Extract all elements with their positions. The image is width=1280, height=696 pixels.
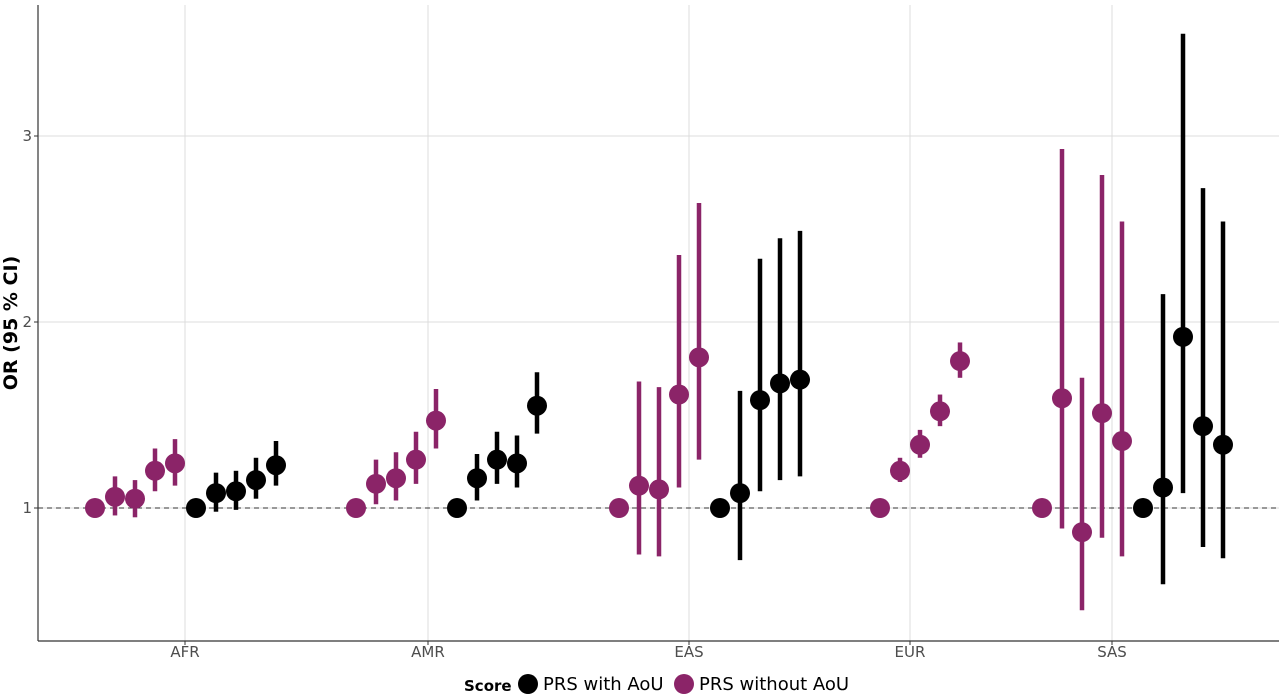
point-prs-with-aou: [1153, 477, 1173, 498]
point-prs-without-aou: [870, 498, 890, 518]
point-prs-with-aou: [527, 395, 547, 416]
axes: 1 2 3 AFR AMR EAS EUR SAS: [22, 5, 1279, 661]
point-prs-without-aou: [85, 498, 105, 518]
point-prs-with-aou: [186, 498, 206, 518]
point-prs-with-aou: [730, 483, 750, 504]
legend: Score PRS with AoU PRS without AoU: [464, 674, 849, 695]
point-prs-without-aou: [125, 488, 145, 509]
point-prs-without-aou: [366, 473, 386, 494]
point-prs-without-aou: [629, 475, 649, 496]
legend-key-prs-with-aou: [518, 674, 538, 694]
x-tick-label-amr: AMR: [411, 643, 445, 661]
point-prs-with-aou: [507, 453, 527, 474]
point-prs-with-aou: [206, 483, 226, 504]
x-tick-label-eur: EUR: [895, 643, 926, 661]
point-prs-with-aou: [750, 390, 770, 411]
point-prs-without-aou: [165, 453, 185, 474]
y-tick-label: 3: [22, 127, 32, 145]
point-prs-without-aou: [689, 347, 709, 368]
point-prs-with-aou: [266, 455, 286, 476]
point-prs-with-aou: [226, 481, 246, 502]
point-prs-without-aou: [930, 401, 950, 422]
point-prs-with-aou: [770, 373, 790, 394]
point-prs-with-aou: [467, 468, 487, 489]
point-prs-without-aou: [1072, 522, 1092, 543]
legend-key-prs-without-aou: [674, 674, 694, 694]
point-prs-without-aou: [669, 384, 689, 405]
point-prs-without-aou: [406, 449, 426, 470]
point-prs-with-aou: [1173, 326, 1193, 347]
point-prs-without-aou: [346, 498, 366, 518]
x-tick-label-afr: AFR: [170, 643, 199, 661]
y-axis-title: OR (95 % CI): [0, 256, 22, 390]
point-prs-without-aou: [649, 479, 669, 500]
point-prs-without-aou: [950, 351, 970, 372]
y-tick-label: 2: [22, 313, 32, 331]
point-prs-without-aou: [386, 468, 406, 489]
point-prs-with-aou: [1193, 416, 1213, 437]
point-prs-without-aou: [890, 460, 910, 481]
point-prs-without-aou: [145, 460, 165, 481]
data-points: [85, 33, 1233, 611]
point-prs-without-aou: [609, 498, 629, 518]
point-prs-with-aou: [790, 369, 810, 390]
point-prs-with-aou: [1133, 498, 1153, 518]
grid: [38, 5, 1279, 641]
legend-title: Score: [464, 677, 512, 695]
point-prs-without-aou: [1052, 388, 1072, 409]
point-prs-with-aou: [1213, 434, 1233, 455]
point-prs-without-aou: [1092, 403, 1112, 424]
y-tick-label: 1: [22, 499, 32, 517]
legend-label-prs-with-aou: PRS with AoU: [543, 674, 664, 695]
point-prs-without-aou: [910, 434, 930, 455]
point-prs-without-aou: [105, 486, 125, 507]
point-prs-with-aou: [246, 470, 266, 491]
point-prs-with-aou: [710, 498, 730, 518]
point-prs-without-aou: [1112, 431, 1132, 452]
point-prs-without-aou: [426, 410, 446, 431]
x-tick-label-sas: SAS: [1097, 643, 1127, 661]
point-prs-with-aou: [487, 449, 507, 470]
x-tick-label-eas: EAS: [674, 643, 703, 661]
point-prs-with-aou: [447, 498, 467, 518]
legend-label-prs-without-aou: PRS without AoU: [699, 674, 849, 695]
point-prs-without-aou: [1032, 498, 1052, 518]
